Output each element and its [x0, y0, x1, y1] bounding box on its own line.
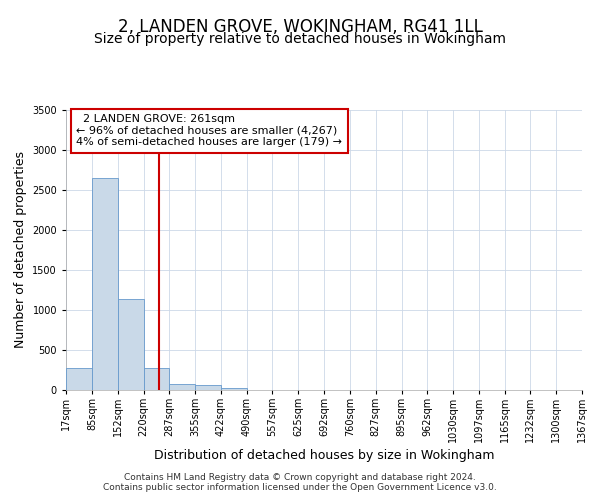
- Y-axis label: Number of detached properties: Number of detached properties: [14, 152, 26, 348]
- Bar: [66, 368, 92, 390]
- Text: Contains HM Land Registry data © Crown copyright and database right 2024.
Contai: Contains HM Land Registry data © Crown c…: [103, 473, 497, 492]
- Bar: [221, 388, 247, 390]
- Text: 2, LANDEN GROVE, WOKINGHAM, RG41 1LL: 2, LANDEN GROVE, WOKINGHAM, RG41 1LL: [118, 18, 482, 36]
- Bar: [92, 178, 118, 390]
- Bar: [118, 299, 143, 390]
- Text: Size of property relative to detached houses in Wokingham: Size of property relative to detached ho…: [94, 32, 506, 46]
- Bar: [195, 385, 221, 390]
- Text: 2 LANDEN GROVE: 261sqm  
← 96% of detached houses are smaller (4,267)
4% of semi: 2 LANDEN GROVE: 261sqm ← 96% of detached…: [76, 114, 343, 148]
- Bar: [143, 368, 169, 390]
- X-axis label: Distribution of detached houses by size in Wokingham: Distribution of detached houses by size …: [154, 450, 494, 462]
- Bar: [169, 384, 195, 390]
